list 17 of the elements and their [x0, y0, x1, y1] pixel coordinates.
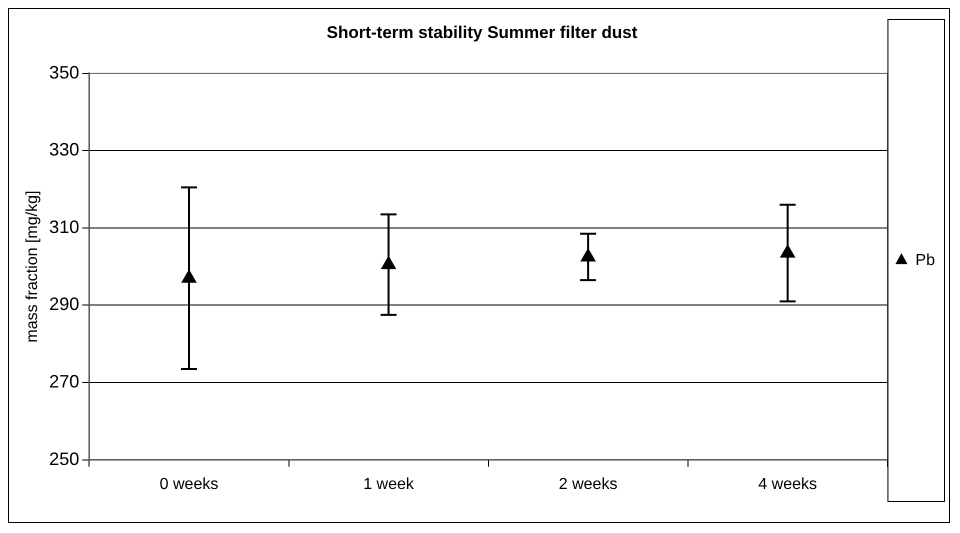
chart-title: Short-term stability Summer filter dust [326, 22, 638, 42]
y-tick-label: 290 [49, 294, 80, 314]
y-tick-label: 270 [49, 371, 80, 392]
x-tick-label: 2 weeks [558, 476, 618, 493]
x-tick-label: 0 weeks [160, 476, 218, 493]
point [780, 244, 796, 258]
legend-label: Pb [915, 252, 936, 269]
y-tick-label: 250 [49, 448, 80, 469]
point [580, 248, 596, 262]
y-tick-label: 350 [49, 62, 80, 82]
x-tick-label: 1 week [363, 476, 415, 493]
y-tick-label: 330 [49, 140, 80, 160]
point [381, 256, 396, 270]
point [182, 270, 196, 283]
y-axis-title: mass fraction [mg/kg] [24, 190, 42, 343]
x-tick-label: 4 weeks [758, 476, 818, 493]
y-tick-label: 310 [49, 216, 80, 237]
